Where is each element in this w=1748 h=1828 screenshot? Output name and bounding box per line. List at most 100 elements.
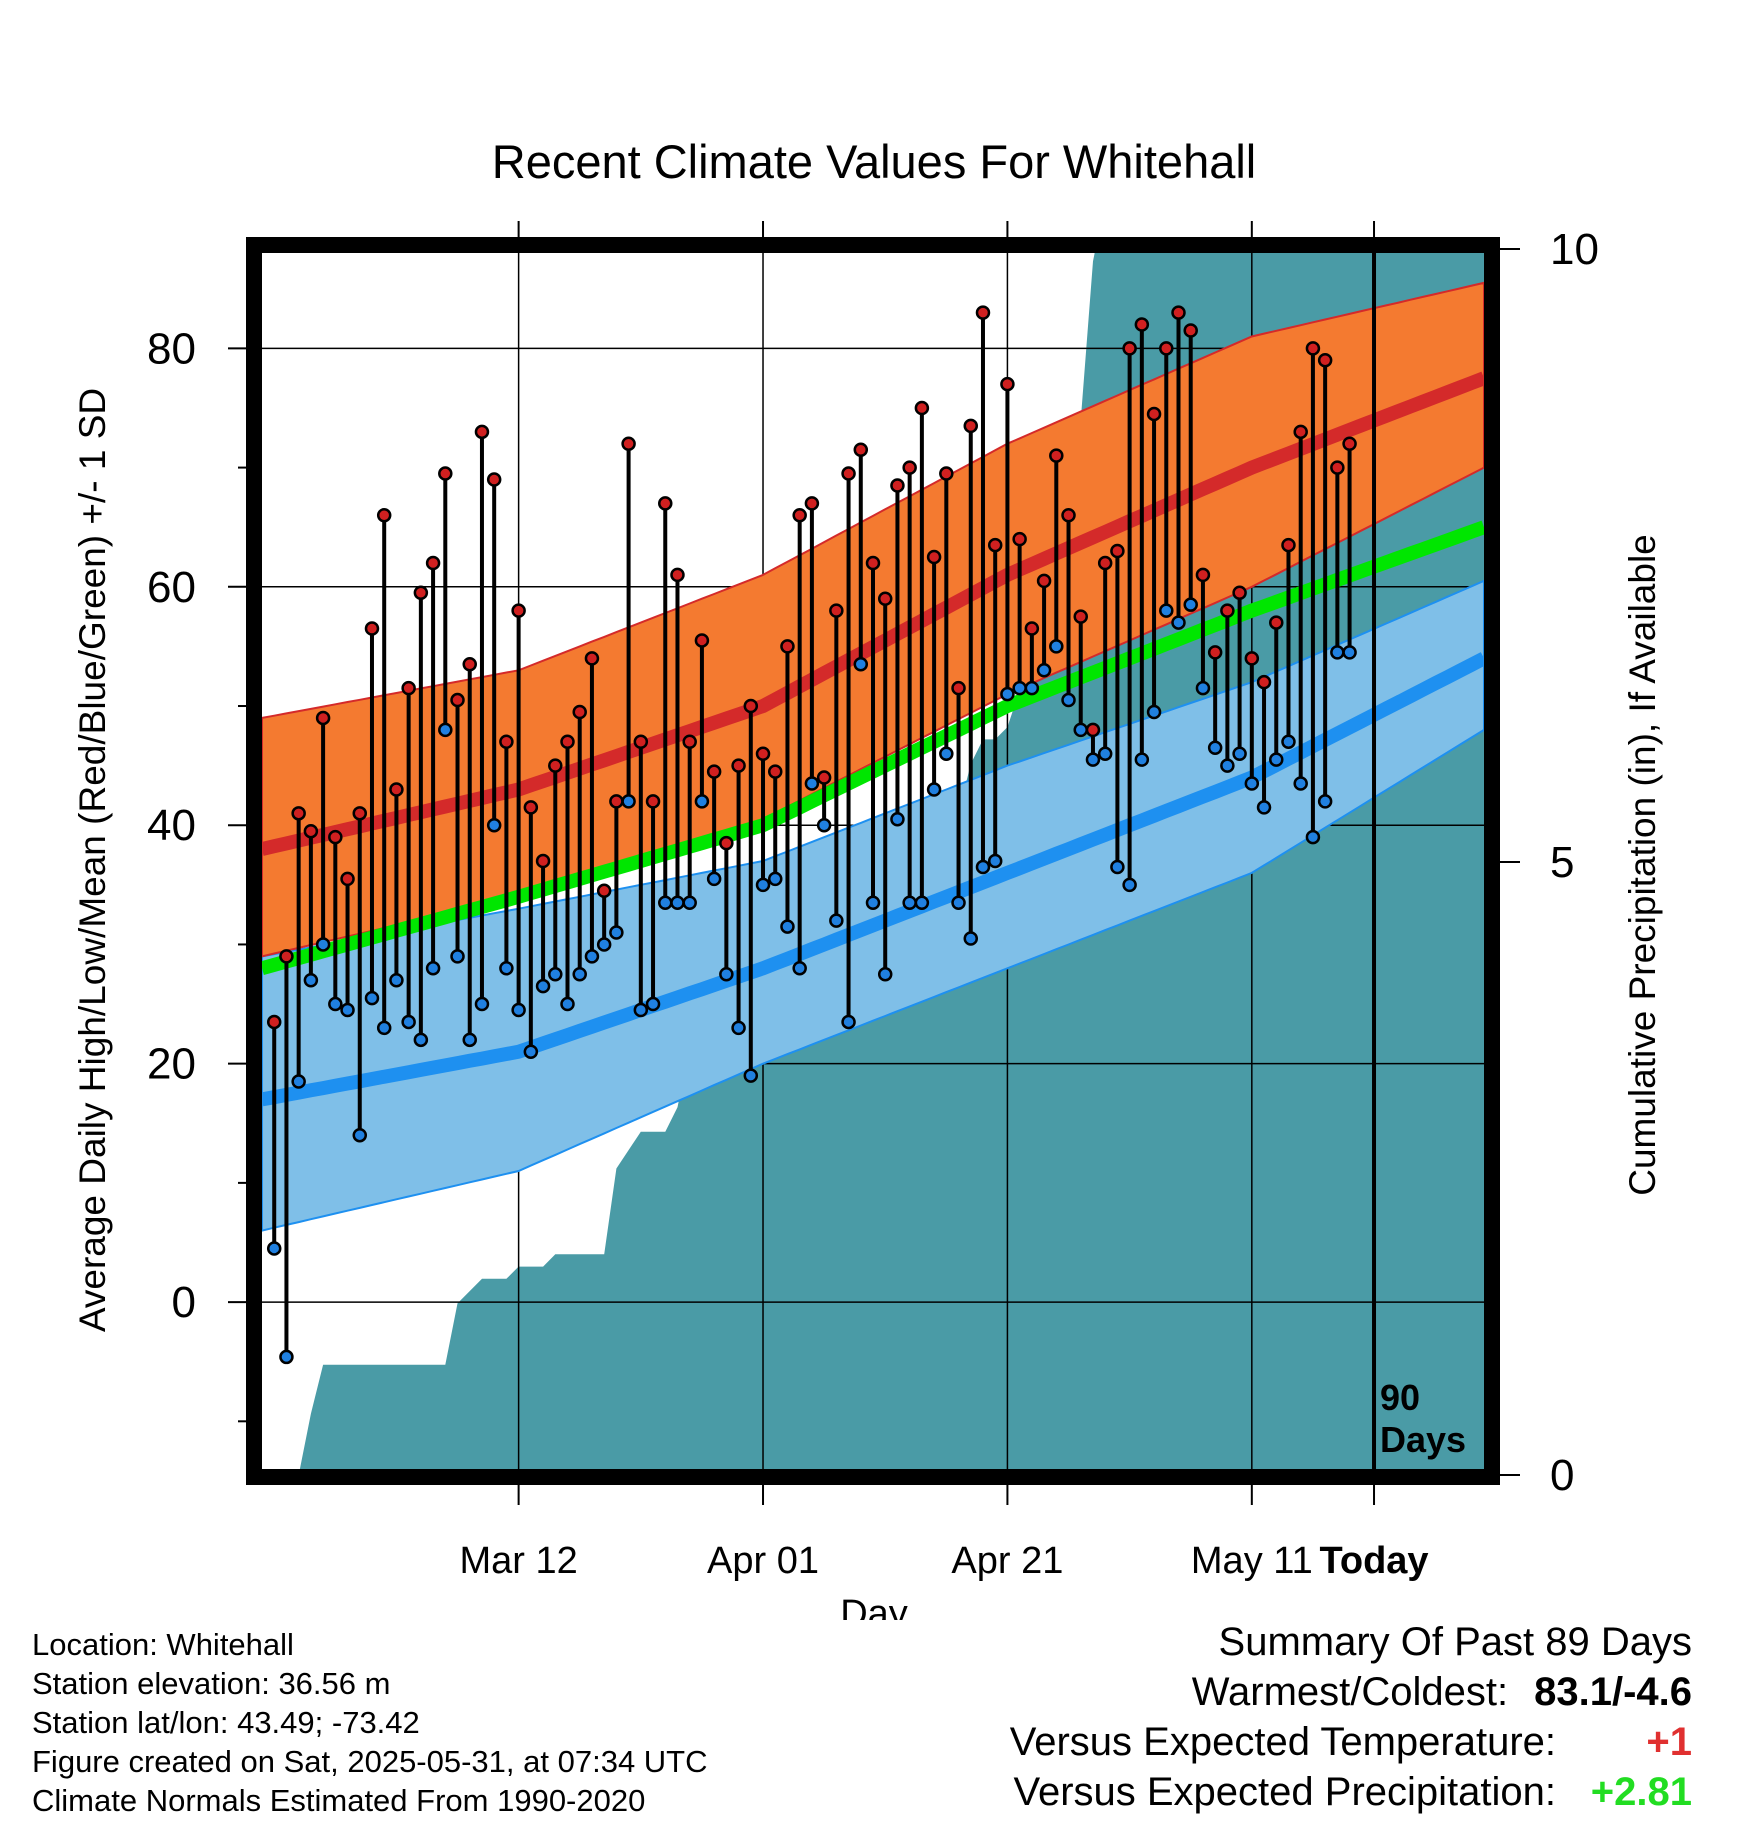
daily-high-point [376, 508, 392, 523]
daily-low-point [633, 1002, 649, 1018]
daily-low-point [315, 937, 331, 952]
daily-low-point [1207, 740, 1223, 755]
daily-high-point [1061, 508, 1076, 523]
daily-low-point [499, 961, 514, 976]
daily-low-point [1281, 734, 1296, 750]
x-tick-label: May 11 [1191, 1540, 1313, 1582]
daily-high-point [670, 567, 685, 583]
daily-high-point [1244, 651, 1260, 666]
daily-low-point [291, 1074, 306, 1089]
y-tick-label: 40 [147, 801, 196, 850]
daily-low-point [682, 895, 697, 910]
daily-high-point [682, 734, 697, 750]
daily-low-point [438, 722, 453, 738]
daily-low-point [987, 853, 1003, 869]
daily-high-point [829, 603, 844, 618]
daily-low-point [1244, 776, 1260, 791]
y-tick-label: 0 [172, 1278, 196, 1327]
daily-low-point [474, 996, 490, 1012]
daily-low-point [731, 1020, 746, 1036]
daily-low-point [719, 967, 734, 982]
daily-low-point [266, 1241, 282, 1256]
daily-high-point [1281, 537, 1296, 553]
daily-low-point [1269, 752, 1284, 767]
daily-low-point [902, 895, 917, 910]
summary-heading: Summary Of Past 89 Days [1218, 1620, 1692, 1664]
daily-low-point [609, 925, 624, 940]
daily-high-point [1220, 603, 1235, 618]
daily-high-point [560, 734, 575, 750]
daily-low-point [890, 812, 905, 827]
daily-high-point [1256, 674, 1272, 690]
daily-low-point [450, 949, 465, 964]
daily-high-point [328, 829, 343, 845]
daily-high-point [633, 734, 649, 750]
daily-high-point [535, 853, 551, 869]
daily-low-point [1232, 746, 1247, 761]
chart-title: Recent Climate Values For Whitehall [492, 135, 1256, 188]
y-tick-label: 60 [147, 563, 196, 612]
daily-low-point [1195, 680, 1211, 696]
daily-high-point [1085, 722, 1101, 738]
daily-high-point [438, 466, 453, 481]
daily-high-point [694, 633, 710, 648]
daily-low-point [939, 746, 954, 761]
daily-high-point [719, 835, 734, 851]
daily-high-point [1207, 645, 1223, 660]
daily-low-point [658, 895, 673, 910]
daily-low-point [1159, 603, 1174, 618]
daily-low-point [743, 1068, 759, 1083]
daily-low-point [1073, 722, 1088, 738]
daily-high-point [951, 680, 966, 696]
days-window-number: 90 [1380, 1377, 1420, 1418]
daily-high-point [706, 764, 722, 779]
days-window-label: 90 Days [1380, 1377, 1466, 1460]
daily-low-point [767, 871, 783, 887]
elevation-text: Station elevation: 36.56 m [32, 1666, 391, 1701]
daily-high-point [1159, 341, 1174, 356]
daily-high-point [303, 823, 319, 839]
daily-low-point [560, 996, 575, 1012]
daily-high-point [743, 698, 759, 714]
daily-low-point [340, 1002, 355, 1018]
daily-high-point [401, 680, 416, 696]
daily-high-point [548, 758, 563, 773]
daily-high-point [658, 496, 673, 511]
daily-low-point [829, 913, 844, 928]
daily-high-point [1024, 621, 1040, 636]
daily-low-point [486, 817, 502, 833]
daily-high-point [755, 746, 771, 761]
warmest-label: Warmest/Coldest: [1191, 1670, 1509, 1714]
daily-low-point [1012, 680, 1027, 696]
daily-low-point [841, 1014, 856, 1030]
daily-high-point [315, 710, 331, 726]
daily-low-point [645, 996, 661, 1012]
daily-low-point [804, 776, 820, 791]
daily-low-point [1317, 794, 1333, 809]
daily-high-point [1269, 615, 1284, 630]
station-info: Location: Whitehall Station elevation: 3… [32, 1625, 708, 1820]
daily-high-point [1342, 436, 1357, 451]
daily-low-point [462, 1032, 477, 1048]
plot-frame [246, 237, 1500, 1485]
daily-high-point [1195, 567, 1211, 583]
daily-high-point [1073, 609, 1088, 624]
daily-high-point [1122, 341, 1137, 356]
daily-low-point [1293, 776, 1308, 791]
daily-high-point [1049, 448, 1064, 463]
daily-high-point [767, 764, 783, 779]
daily-high-point [780, 639, 795, 654]
daily-high-point [1330, 460, 1345, 475]
daily-high-point [364, 621, 380, 636]
daily-low-point [1085, 752, 1101, 767]
y-tick-label: 20 [147, 1040, 196, 1089]
daily-low-point [1110, 859, 1125, 875]
daily-low-point [1122, 877, 1137, 893]
daily-low-point [853, 657, 869, 672]
daily-high-point [975, 305, 991, 320]
daily-high-point [1305, 341, 1321, 356]
daily-low-point [548, 967, 563, 982]
daily-high-point [1183, 323, 1198, 338]
summary-precip-row: Versus Expected Precipitation: +2.81 [1010, 1767, 1692, 1817]
daily-low-point [328, 996, 343, 1012]
